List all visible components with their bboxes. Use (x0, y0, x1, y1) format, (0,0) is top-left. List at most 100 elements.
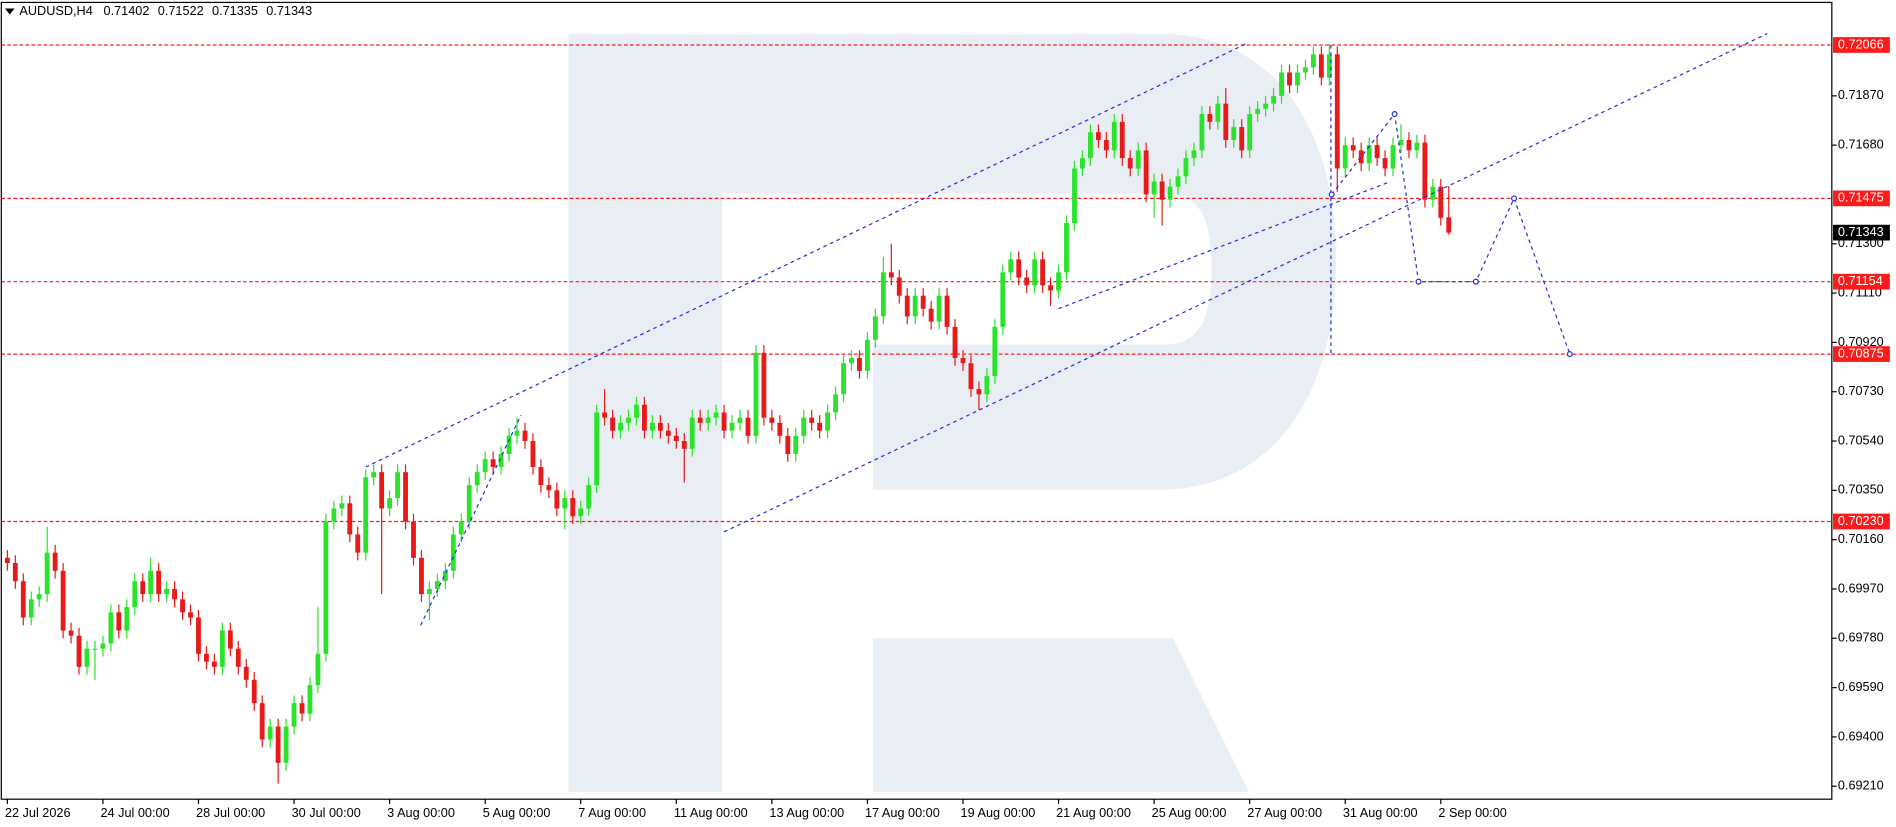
candle-body (1207, 114, 1213, 122)
candle-body (132, 581, 138, 608)
candle-body (1398, 139, 1404, 146)
trend-line (420, 414, 522, 626)
candle-body (586, 485, 592, 509)
candle-body (777, 422, 783, 436)
candle-body (1374, 145, 1380, 159)
candles (4, 43, 1452, 784)
candle-body (673, 435, 679, 442)
candle-body (833, 394, 838, 413)
candle-body (1072, 168, 1077, 224)
x-tick-label: 7 Aug 00:00 (578, 806, 646, 820)
candle-body (347, 503, 353, 535)
current-price-label: 0.71343 (1838, 225, 1884, 239)
y-tick-label: 0.70730 (1838, 384, 1884, 398)
menu-triangle[interactable] (4, 8, 15, 15)
candle-body (976, 389, 982, 395)
candle-body (753, 352, 759, 436)
candle-body (872, 316, 878, 340)
candle-body (1135, 150, 1141, 169)
candle-body (1310, 54, 1316, 68)
candle-body (761, 352, 767, 418)
candle-body (968, 363, 974, 390)
candle-body (1287, 72, 1292, 86)
candle-body (1167, 186, 1173, 200)
trendlines (365, 33, 1768, 626)
candle-body (649, 422, 655, 431)
candle-body (387, 498, 393, 509)
candle-body (1111, 121, 1117, 151)
candle-body (1263, 103, 1269, 109)
candle-body (1295, 72, 1300, 86)
forecast-point (1391, 110, 1398, 118)
candle-body (12, 563, 18, 582)
candle-body (1279, 72, 1284, 96)
candle-body (172, 588, 178, 600)
candle-body (530, 441, 536, 467)
candle-body (888, 272, 894, 278)
symbol: AUDUSD,H4 (19, 4, 92, 18)
candle-body (1350, 145, 1356, 151)
candle-body (124, 607, 130, 631)
candle-body (817, 422, 823, 431)
candle-body (769, 417, 775, 423)
level-label-box (1833, 513, 1890, 530)
candle-body (180, 599, 185, 613)
candle-body (801, 417, 807, 436)
levels (1, 44, 1832, 523)
header-high: 0.71522 (158, 4, 204, 18)
candle-body (68, 630, 74, 636)
candle-body (1414, 142, 1420, 151)
candle-body (4, 557, 10, 564)
candle-body (665, 430, 671, 436)
candle-body (626, 417, 631, 423)
candle-body (299, 703, 305, 714)
candle-body (713, 412, 719, 418)
forecast-path (1331, 112, 1571, 355)
candle-body (1024, 277, 1030, 286)
candle-body (1342, 145, 1348, 169)
candle-body (793, 435, 799, 455)
x-tick-label: 5 Aug 00:00 (483, 806, 551, 820)
x-tick-label: 11 Aug 00:00 (674, 806, 748, 820)
watermark-bowl (721, 33, 1337, 490)
candle-body (291, 703, 297, 727)
candle-body (1048, 285, 1054, 291)
candle-body (235, 648, 241, 667)
candle-body (1199, 114, 1205, 151)
candle-body (1247, 114, 1253, 151)
candle-body (745, 417, 751, 436)
candle-body (283, 726, 289, 763)
candle-body (841, 363, 846, 395)
candle-body (952, 326, 958, 358)
candle-body (1382, 158, 1388, 169)
candle-body (992, 326, 998, 377)
candle-body (116, 612, 122, 631)
candle-body (466, 485, 472, 522)
candle-body (506, 435, 512, 455)
candle-body (880, 272, 886, 317)
candle-body (482, 459, 488, 473)
candle-body (896, 277, 902, 296)
candle-body (554, 490, 560, 509)
candle-body (1446, 217, 1452, 233)
candle-body (984, 376, 990, 395)
y-tick-label: 0.70160 (1838, 532, 1884, 546)
candle-body (944, 295, 950, 327)
candle-body (259, 703, 265, 740)
candle-body (1175, 176, 1181, 187)
candle-body (1326, 54, 1332, 78)
candle-body (1064, 223, 1069, 273)
x-tick-label: 28 Jul 00:00 (196, 806, 265, 820)
candle-body (618, 422, 623, 431)
y-tick-label: 0.69400 (1838, 729, 1884, 743)
trend-line (365, 43, 1246, 468)
candle-body (339, 503, 345, 509)
y-tick-label: 0.69780 (1838, 631, 1884, 645)
level-label-box (1833, 37, 1890, 53)
candle-body (403, 472, 408, 522)
level-label: 0.72066 (1838, 37, 1884, 51)
candle-body (251, 679, 257, 704)
candle-body (1016, 259, 1022, 278)
candle-body (20, 581, 26, 618)
